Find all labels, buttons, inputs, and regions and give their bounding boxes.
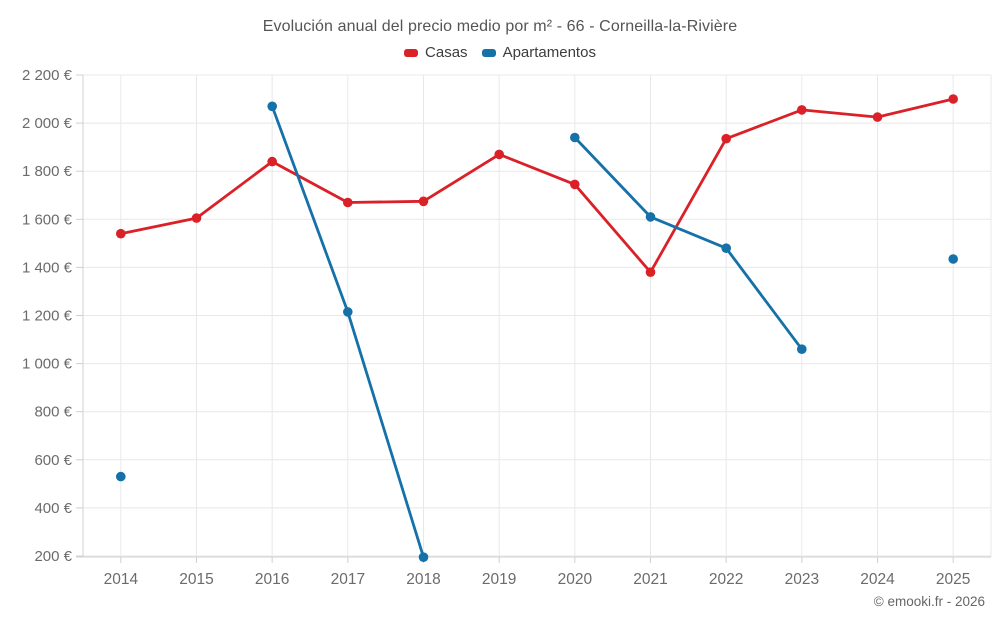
chart-legend: Casas Apartamentos <box>0 44 1000 61</box>
data-point-apartamentos-2017 <box>343 307 353 317</box>
data-point-casas-2016 <box>267 156 278 167</box>
data-point-casas-2018 <box>418 196 429 207</box>
legend-label-casas: Casas <box>425 44 468 61</box>
y-axis-tick-label: 1 600 € <box>22 211 73 228</box>
series-line-apartamentos <box>272 106 953 557</box>
data-point-casas-2019 <box>494 149 505 160</box>
x-axis-tick-label: 2022 <box>709 571 743 588</box>
data-point-casas-2017 <box>343 197 353 208</box>
data-point-apartamentos-2025 <box>948 254 958 264</box>
chart-title: Evolución anual del precio medio por m² … <box>262 18 738 35</box>
x-axis-tick-label: 2024 <box>860 571 895 588</box>
y-axis-tick-label: 400 € <box>34 500 72 517</box>
x-axis-tick-label: 2016 <box>255 571 289 588</box>
x-axis-tick-label: 2019 <box>482 571 516 588</box>
x-axis-tick-label: 2015 <box>179 571 213 588</box>
x-axis-tick-label: 2017 <box>331 571 365 588</box>
legend-label-apartamentos: Apartamentos <box>502 44 596 61</box>
y-axis-tick-label: 600 € <box>34 452 72 469</box>
x-axis-tick-label: 2018 <box>406 571 440 588</box>
data-point-apartamentos-2023 <box>797 344 807 355</box>
y-axis-tick-label: 1 000 € <box>22 356 73 373</box>
data-point-casas-2023 <box>797 105 807 115</box>
x-axis-tick-label: 2021 <box>633 571 667 588</box>
data-point-apartamentos-2014 <box>116 471 126 482</box>
x-axis-tick-label: 2020 <box>558 571 593 588</box>
x-axis-tick-label: 2014 <box>104 571 139 588</box>
y-axis-tick-label: 1 400 € <box>22 259 73 276</box>
data-point-casas-2015 <box>191 213 202 223</box>
legend-item-casas[interactable]: Casas <box>404 44 468 61</box>
data-point-casas-2014 <box>116 228 126 239</box>
y-axis-tick-label: 2 000 € <box>22 115 73 132</box>
data-point-apartamentos-2022 <box>721 243 731 253</box>
y-axis-tick-label: 200 € <box>34 548 72 565</box>
y-axis-tick-label: 1 200 € <box>22 308 73 325</box>
casas-color-swatch-icon <box>404 48 419 57</box>
apartamentos-color-swatch-icon <box>481 48 496 57</box>
series-line-casas <box>119 97 955 274</box>
y-axis-tick-label: 1 800 € <box>22 163 73 180</box>
data-point-apartamentos-2021 <box>645 212 656 222</box>
data-point-apartamentos-2018 <box>418 552 429 562</box>
data-point-casas-2025 <box>948 94 958 104</box>
data-point-apartamentos-2020 <box>570 132 580 143</box>
data-point-casas-2020 <box>570 179 580 190</box>
copyright-text: © emooki.fr - 2026 <box>873 594 985 609</box>
data-point-casas-2024 <box>872 112 883 122</box>
legend-item-apartamentos[interactable]: Apartamentos <box>481 44 596 61</box>
x-axis-tick-label: 2023 <box>785 571 819 588</box>
y-axis-tick-label: 800 € <box>34 404 72 421</box>
x-axis-tick-label: 2025 <box>936 571 970 588</box>
data-point-casas-2022 <box>721 133 731 144</box>
data-point-casas-2021 <box>645 267 656 278</box>
y-axis-tick-label: 2 200 € <box>22 67 73 84</box>
data-point-apartamentos-2016 <box>267 101 278 112</box>
